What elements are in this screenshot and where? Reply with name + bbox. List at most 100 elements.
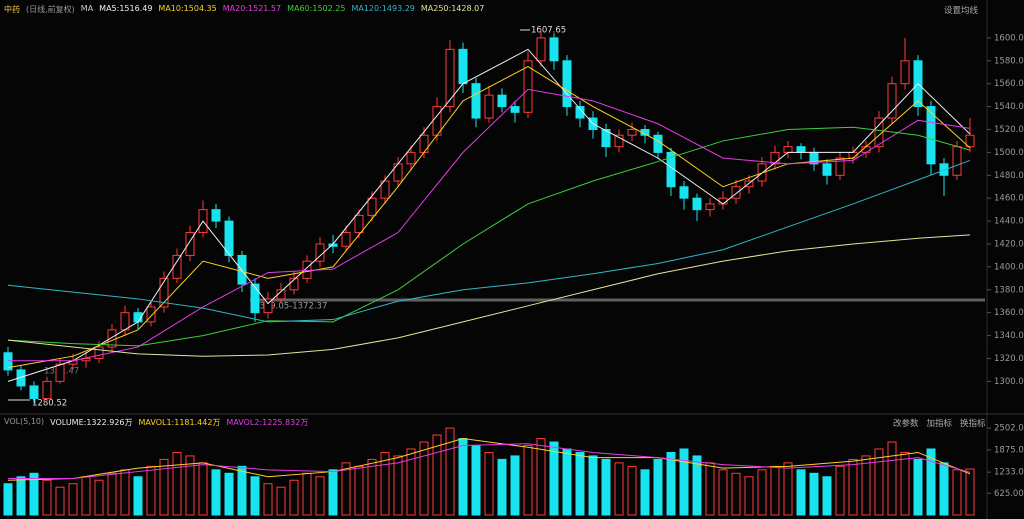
candle-body xyxy=(42,380,52,400)
ma-line xyxy=(7,159,971,323)
volume-bar xyxy=(94,479,104,516)
legend-prefix: MA xyxy=(80,4,94,13)
candle-body xyxy=(146,306,156,323)
candle-body xyxy=(159,277,169,308)
toolbar-button[interactable]: 改参数 xyxy=(893,419,919,429)
volume-bar xyxy=(783,462,793,516)
volume-bar xyxy=(549,441,559,516)
volume-bar xyxy=(640,469,650,516)
candle-body xyxy=(601,128,611,148)
volume-bar xyxy=(679,448,689,516)
candle-body xyxy=(471,83,481,119)
legend-item: MA20:1521.57 xyxy=(222,4,282,13)
volume-bar xyxy=(705,462,715,516)
volume-bar xyxy=(692,455,702,516)
ma-line xyxy=(7,126,971,347)
candle-body xyxy=(458,48,468,85)
volume-bar xyxy=(887,441,897,516)
volume-bar xyxy=(614,462,624,516)
candle-body xyxy=(822,163,832,176)
candle-body xyxy=(185,232,195,256)
candle-body xyxy=(952,146,962,176)
candle-body xyxy=(341,232,351,247)
candle-body xyxy=(796,146,806,153)
volume-bar xyxy=(172,451,182,516)
candle-body xyxy=(289,277,299,291)
ma-line xyxy=(7,48,971,382)
volume-bar xyxy=(939,462,949,516)
candle-body xyxy=(692,197,702,211)
y-tick-label: 1400.00 xyxy=(994,262,1024,272)
candle-body xyxy=(276,289,286,300)
annotation: 1280.52 xyxy=(32,399,67,409)
volume-bar xyxy=(484,451,494,516)
candle-body xyxy=(55,363,65,382)
candle-body xyxy=(367,197,377,216)
candle-body xyxy=(731,186,741,199)
volume-bar xyxy=(120,469,130,516)
candle-body xyxy=(887,83,897,119)
candle-body xyxy=(263,298,273,314)
settings-button[interactable]: 设置均线 xyxy=(944,6,979,16)
y-tick-label: 1420.00 xyxy=(994,239,1024,249)
y-tick-label: 1500.00 xyxy=(994,148,1024,158)
candle-body xyxy=(549,37,559,62)
volume-bar xyxy=(965,468,975,516)
volume-bar xyxy=(328,469,338,516)
chart-title: VOL(5,10) xyxy=(4,417,45,426)
volume-bar xyxy=(796,469,806,516)
volume-bar xyxy=(718,469,728,516)
toolbar-button[interactable]: 换指标 xyxy=(960,419,986,429)
volume-bar xyxy=(55,486,65,516)
y-tick-label: 2502.00 xyxy=(994,424,1024,434)
volume-bar xyxy=(406,448,416,516)
toolbar-button[interactable]: 加指标 xyxy=(926,419,953,429)
legend-item: MA10:1504.35 xyxy=(158,4,217,13)
legend-item: MA250:1428.07 xyxy=(420,4,485,13)
legend-item: MA60:1502.25 xyxy=(287,4,346,13)
volume-bar xyxy=(68,483,78,516)
candle-body xyxy=(94,346,104,359)
volume-bar xyxy=(458,438,468,516)
volume-bar xyxy=(81,476,91,516)
ma-line xyxy=(7,65,971,369)
annotation: 1369.05-1372.37 xyxy=(254,302,327,312)
volume-bar xyxy=(185,455,195,516)
volume-bar xyxy=(536,438,546,516)
candle-body xyxy=(705,203,715,211)
volume-bar xyxy=(770,465,780,516)
volume-bar xyxy=(419,441,429,516)
annotation: 1607.65 xyxy=(531,26,566,36)
legend-item: MAVOL1:1181.442万 xyxy=(138,418,221,427)
volume-bar xyxy=(510,455,520,516)
volume-bar xyxy=(575,451,585,516)
candle-body xyxy=(627,128,637,136)
volume-bar xyxy=(380,451,390,516)
ma-line xyxy=(7,234,971,357)
volume-bar xyxy=(497,458,507,516)
legend-item: MA5:1516.49 xyxy=(99,4,153,13)
volume-bar xyxy=(432,434,442,516)
volume-bar xyxy=(3,483,13,516)
candle-body xyxy=(497,94,507,108)
chart-subtitle: (日线,前复权) xyxy=(26,5,75,14)
volume-bar xyxy=(835,465,845,516)
candle-body xyxy=(406,151,416,165)
volume-bar xyxy=(159,458,169,516)
y-tick-label: 1875.00 xyxy=(994,445,1024,455)
candle-body xyxy=(770,151,780,165)
candle-body xyxy=(679,186,689,199)
volume-bar xyxy=(471,445,481,516)
legend-item: MAVOL2:1225.832万 xyxy=(226,418,309,427)
candle-body xyxy=(445,48,455,108)
legend-item: MA120:1493.29 xyxy=(351,4,415,13)
volume-bar xyxy=(731,472,741,516)
candle-body xyxy=(510,106,520,113)
volume-bar xyxy=(926,448,936,516)
toolbar: 改参数 加指标 换指标 xyxy=(893,417,986,429)
y-tick-label: 1440.00 xyxy=(994,217,1024,227)
y-tick-label: 1580.00 xyxy=(994,56,1024,66)
volume-bar xyxy=(107,472,117,516)
y-tick-label: 1460.00 xyxy=(994,194,1024,204)
